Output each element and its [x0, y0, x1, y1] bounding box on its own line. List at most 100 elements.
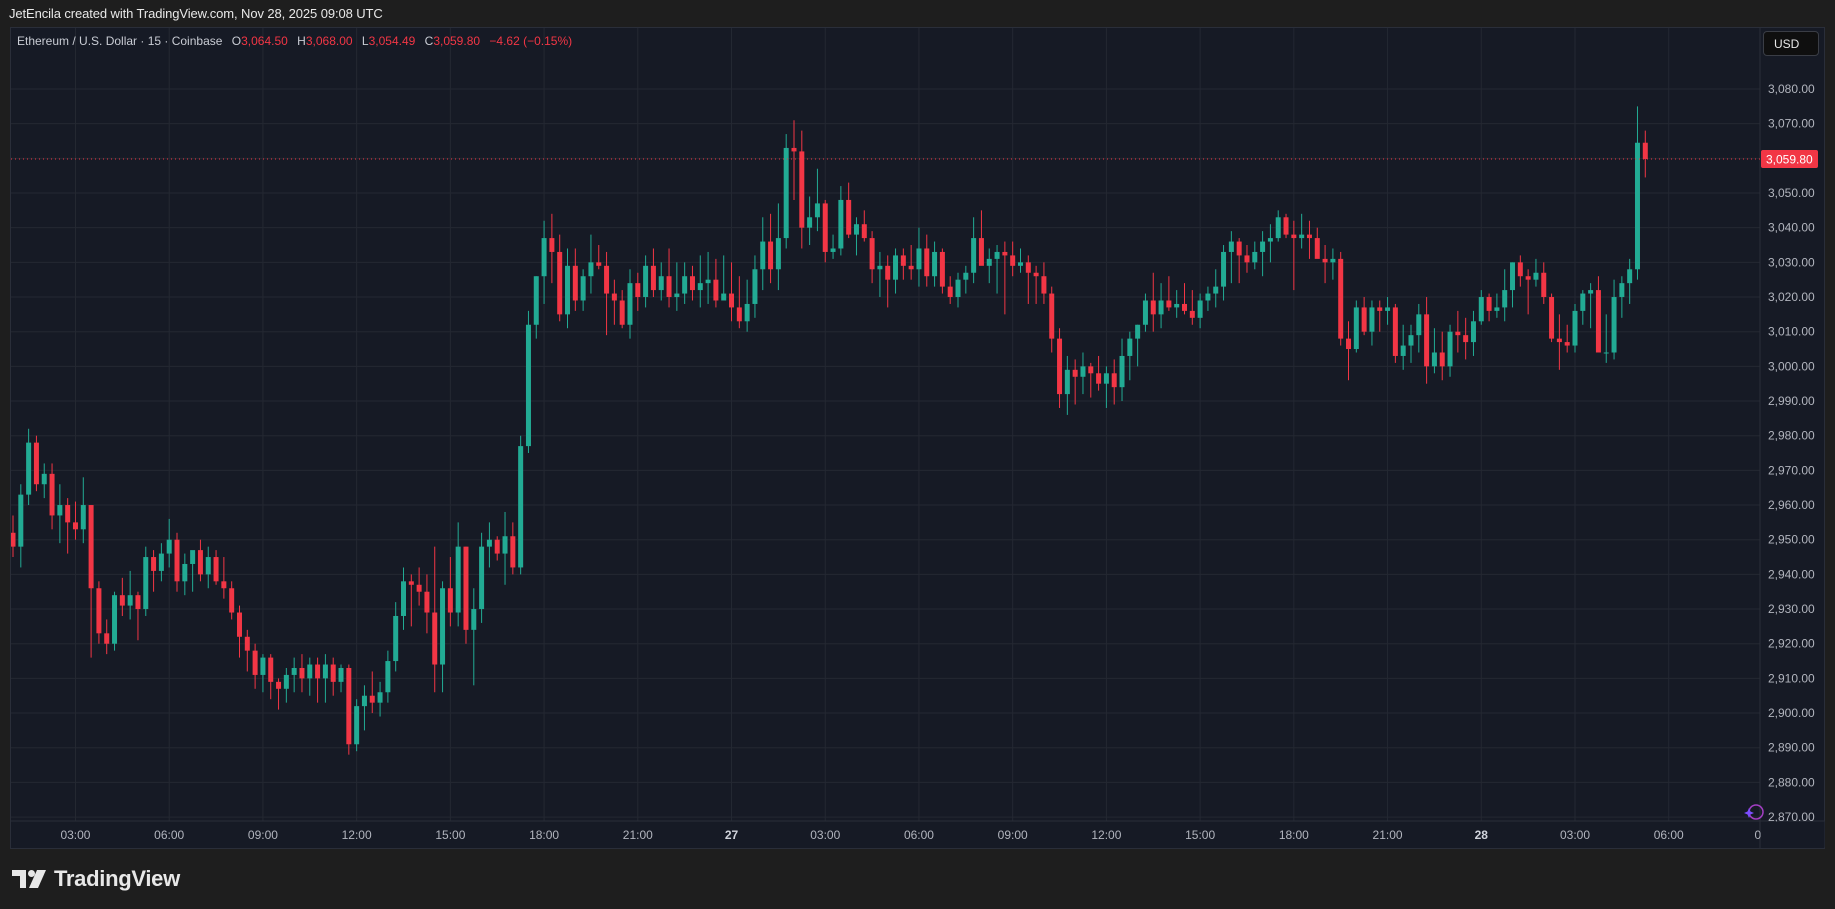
candle: [1166, 300, 1172, 308]
candle: [1346, 338, 1352, 350]
candle: [775, 238, 781, 270]
candle: [1142, 300, 1148, 325]
symbol-legend[interactable]: Ethereum / U.S. Dollar · 15 · Coinbase O…: [17, 34, 572, 48]
last-price-label: 3,059.80: [1766, 153, 1813, 167]
candle: [471, 609, 477, 630]
candle: [174, 539, 180, 582]
candle: [791, 147, 797, 152]
time-tick-label: 03:00: [810, 828, 840, 842]
time-tick-label: 03:00: [60, 828, 90, 842]
candle: [705, 279, 711, 284]
chart-frame[interactable]: [10, 27, 1825, 849]
candle: [18, 494, 24, 547]
change-value: −4.62 (−0.15%): [489, 34, 573, 48]
candle: [385, 661, 391, 693]
candle: [1447, 331, 1453, 367]
tradingview-logo[interactable]: TradingView: [12, 866, 180, 892]
time-tick-label: 21:00: [623, 828, 653, 842]
candle: [244, 636, 250, 651]
candle: [689, 276, 695, 291]
candle: [1572, 310, 1578, 346]
candle: [604, 265, 610, 294]
candle: [1525, 276, 1531, 280]
candle: [1424, 314, 1430, 367]
candle: [463, 546, 469, 630]
candle: [197, 550, 203, 575]
candle: [1634, 142, 1640, 270]
candle: [674, 293, 680, 298]
candle: [760, 241, 766, 270]
candle: [783, 147, 789, 239]
candle: [1182, 303, 1187, 311]
low-value: 3,054.49: [368, 34, 416, 48]
candle: [315, 664, 321, 679]
candle: [1510, 262, 1516, 291]
candle: [955, 279, 961, 298]
candle: [1642, 142, 1648, 160]
candle: [440, 588, 446, 665]
candle: [643, 265, 649, 298]
price-axis[interactable]: 3,080.003,070.003,060.003,050.003,040.00…: [1768, 82, 1815, 824]
price-tick-label: 2,930.00: [1768, 602, 1815, 616]
time-axis[interactable]: 03:00 06:00 09:00 12:00 15:00 18:00 21:00 27 03:…: [60, 828, 1771, 842]
candle: [1049, 293, 1055, 339]
price-tick-label: 2,940.00: [1768, 567, 1815, 581]
candle: [1595, 290, 1601, 353]
candle: [158, 553, 164, 571]
candle: [666, 276, 672, 298]
candle: [650, 265, 656, 291]
candle: [299, 667, 305, 679]
time-tick-label: 12:00: [342, 828, 372, 842]
candle: [1541, 272, 1547, 298]
candle: [1150, 300, 1156, 315]
price-tick-label: 2,980.00: [1768, 429, 1815, 443]
candle: [1486, 297, 1492, 311]
open-value: 3,064.50: [241, 34, 288, 48]
candle: [916, 248, 922, 270]
candle: [221, 581, 227, 589]
candle: [1455, 331, 1461, 336]
candle: [1392, 307, 1398, 356]
candle: [96, 588, 102, 634]
candle: [41, 473, 47, 485]
candle: [1260, 241, 1266, 252]
candle: [525, 324, 531, 447]
candle: [1111, 373, 1117, 388]
time-tick-label: 06:00: [1654, 828, 1684, 842]
candle: [72, 522, 78, 530]
candle: [1564, 342, 1570, 346]
candle: [721, 293, 727, 301]
candle: [549, 238, 555, 252]
candle: [1385, 307, 1391, 311]
candle: [1408, 335, 1414, 346]
last-price-badge: [1761, 150, 1818, 169]
candle: [104, 633, 110, 644]
price-tick-label: 2,950.00: [1768, 533, 1815, 547]
price-tick-label: 3,040.00: [1768, 221, 1815, 235]
credit-line: JetEncila created with TradingView.com, …: [9, 6, 383, 21]
candle: [588, 262, 594, 277]
time-tick-label: 18:00: [1279, 828, 1309, 842]
candle: [213, 557, 219, 582]
candle: [846, 199, 852, 235]
candle: [408, 581, 414, 585]
candle: [393, 615, 399, 662]
candle: [1330, 258, 1336, 263]
candle: [33, 442, 39, 485]
candle: [869, 238, 875, 270]
candle: [268, 657, 274, 682]
candle: [541, 238, 547, 277]
price-tick-label: 2,900.00: [1768, 706, 1815, 720]
symbol-title[interactable]: Ethereum / U.S. Dollar · 15 · Coinbase: [17, 34, 223, 48]
candle: [893, 255, 899, 280]
candle: [1236, 241, 1242, 256]
candle: [502, 536, 508, 554]
time-tick-label: 06:00: [154, 828, 184, 842]
currency-button[interactable]: USD: [1763, 31, 1819, 56]
candle: [1033, 272, 1039, 277]
candle: [1025, 262, 1031, 273]
time-tick-label: 18:00: [529, 828, 559, 842]
candle: [1463, 335, 1469, 343]
sparkle-icon[interactable]: [1744, 804, 1764, 820]
